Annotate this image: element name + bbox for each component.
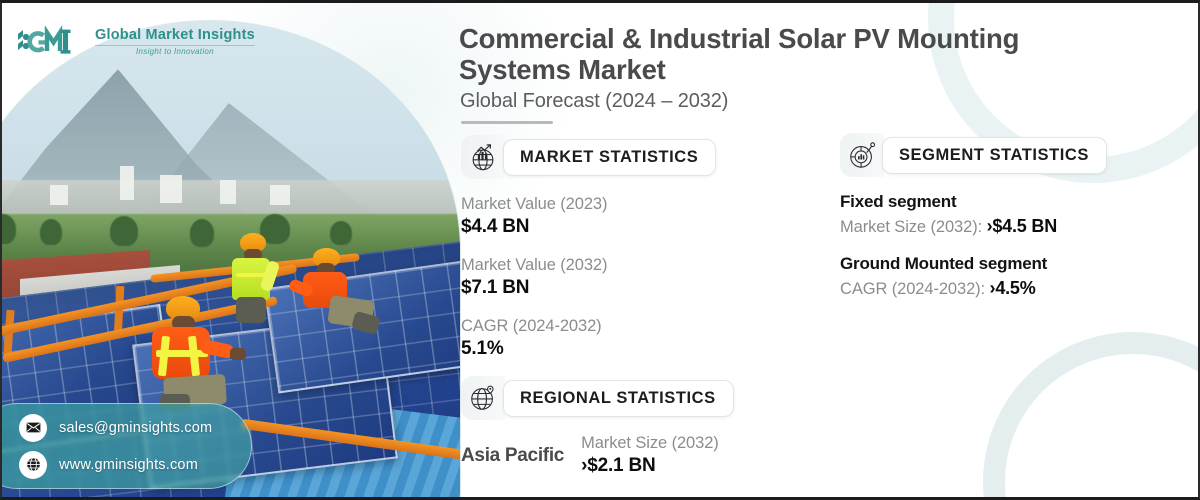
market-statistics-header: MARKET STATISTICS bbox=[461, 135, 717, 179]
segment-name: Ground Mounted segment bbox=[840, 254, 1048, 274]
globe-bar-chart-icon bbox=[461, 135, 505, 179]
stat-value: $4.4 BN bbox=[461, 216, 530, 238]
logo-text-group: Global Market Insights Insight to Innova… bbox=[95, 26, 255, 57]
regional-statistics-block: REGIONAL STATISTICS Asia Pacific Market … bbox=[461, 376, 734, 479]
segment-metric: CAGR (2024-2032): ›4.5% bbox=[840, 276, 1107, 301]
vest-stripe bbox=[156, 349, 208, 357]
page-title: Commercial & Industrial Solar PV Mountin… bbox=[459, 23, 1020, 86]
market-statistics-label: MARKET STATISTICS bbox=[520, 147, 699, 166]
segment-metric-label: CAGR (2024-2032): bbox=[840, 280, 990, 299]
stat-label: Market Value (2023) bbox=[461, 195, 608, 213]
pie-chart-arrow-icon bbox=[840, 133, 884, 177]
title-divider bbox=[461, 121, 553, 124]
segment-metric-value: ›4.5% bbox=[989, 278, 1036, 299]
segment-metric-label: Market Size (2032): bbox=[840, 217, 987, 236]
logo-tagline: Insight to Innovation bbox=[136, 47, 214, 57]
worker-boot bbox=[351, 310, 381, 335]
stat-item: CAGR (2024-2032) 5.1% bbox=[461, 315, 716, 362]
regional-statistics-label: REGIONAL STATISTICS bbox=[520, 388, 716, 407]
logo-company-name: Global Market Insights bbox=[95, 26, 255, 43]
worker-head bbox=[172, 315, 195, 330]
worker-head bbox=[244, 249, 262, 261]
contact-website-row[interactable]: www.gminsights.com bbox=[19, 450, 251, 479]
market-statistics-block: MARKET STATISTICS Market Value (2023) $4… bbox=[461, 135, 717, 362]
segment-item: Fixed segment Market Size (2032): ›$4.5 … bbox=[840, 191, 1107, 239]
segment-metric: Market Size (2032): ›$4.5 BN bbox=[840, 214, 1107, 239]
segment-statistics-label: SEGMENT STATISTICS bbox=[899, 145, 1089, 164]
envelope-icon bbox=[19, 413, 47, 442]
city-building bbox=[220, 180, 236, 205]
worker-orange-vest-front bbox=[140, 295, 260, 411]
logo-divider bbox=[95, 45, 255, 47]
worker-hand bbox=[230, 347, 246, 360]
solar-installation-photo bbox=[2, 21, 460, 497]
globe-pin-icon bbox=[461, 376, 505, 420]
stat-value: $7.1 BN bbox=[461, 277, 530, 299]
city-building bbox=[120, 165, 134, 200]
regional-statistics-header: REGIONAL STATISTICS bbox=[461, 376, 734, 420]
hard-hat bbox=[313, 247, 340, 267]
segment-name: Fixed segment bbox=[840, 192, 957, 211]
region-metric-value: ›$2.1 BN bbox=[581, 455, 656, 477]
page-subtitle: Global Forecast (2024 – 2032) bbox=[460, 90, 729, 112]
contact-email-text: sales@gminsights.com bbox=[59, 419, 213, 436]
stat-label: Market Value (2032) bbox=[461, 255, 608, 274]
vest-stripe bbox=[236, 273, 266, 278]
tree bbox=[2, 213, 16, 244]
city-building bbox=[160, 175, 182, 204]
city-building bbox=[270, 184, 290, 205]
market-statistics-pill: MARKET STATISTICS bbox=[503, 138, 717, 176]
content-area: Commercial & Industrial Solar PV Mountin… bbox=[459, 3, 1198, 497]
worker-orange-vest-right bbox=[287, 247, 395, 340]
contact-email-row[interactable]: sales@gminsights.com bbox=[19, 413, 251, 442]
segment-statistics-header: SEGMENT STATISTICS bbox=[840, 133, 1107, 177]
stat-value: 5.1% bbox=[461, 338, 504, 360]
segment-metric-value: ›$4.5 BN bbox=[986, 215, 1058, 236]
region-item: Asia Pacific Market Size (2032) ›$2.1 BN bbox=[461, 433, 734, 479]
segment-statistics-pill: SEGMENT STATISTICS bbox=[882, 136, 1107, 174]
hero-image-panel: sales@gminsights.com www bbox=[2, 3, 462, 497]
gmi-logo-mark bbox=[16, 25, 88, 59]
city-building bbox=[50, 184, 68, 205]
worker-lime-vest bbox=[220, 233, 300, 324]
contact-website-text: www.gminsights.com bbox=[59, 456, 198, 473]
tree bbox=[330, 221, 352, 246]
region-name: Asia Pacific bbox=[461, 445, 565, 467]
hard-hat bbox=[240, 233, 266, 253]
stat-label: CAGR (2024-2032) bbox=[461, 316, 602, 335]
hero-image-mask bbox=[2, 21, 460, 497]
worker-pants bbox=[236, 297, 266, 324]
contact-pill: sales@gminsights.com www bbox=[2, 403, 252, 489]
tree bbox=[110, 216, 138, 247]
stat-item: Market Value (2032) $7.1 BN bbox=[461, 254, 716, 301]
segment-item: Ground Mounted segment CAGR (2024-2032):… bbox=[840, 253, 1107, 301]
segment-statistics-block: SEGMENT STATISTICS Fixed segment Market … bbox=[840, 133, 1107, 301]
regional-statistics-pill: REGIONAL STATISTICS bbox=[503, 379, 734, 417]
company-logo[interactable]: Global Market Insights Insight to Innova… bbox=[16, 25, 255, 59]
region-metric-label: Market Size (2032) bbox=[581, 434, 719, 452]
region-metric: Market Size (2032) ›$2.1 BN bbox=[581, 433, 719, 479]
stat-item: Market Value (2023) $4.4 BN bbox=[461, 193, 716, 240]
globe-icon bbox=[19, 450, 47, 479]
tree bbox=[190, 218, 214, 247]
tree bbox=[40, 218, 62, 245]
